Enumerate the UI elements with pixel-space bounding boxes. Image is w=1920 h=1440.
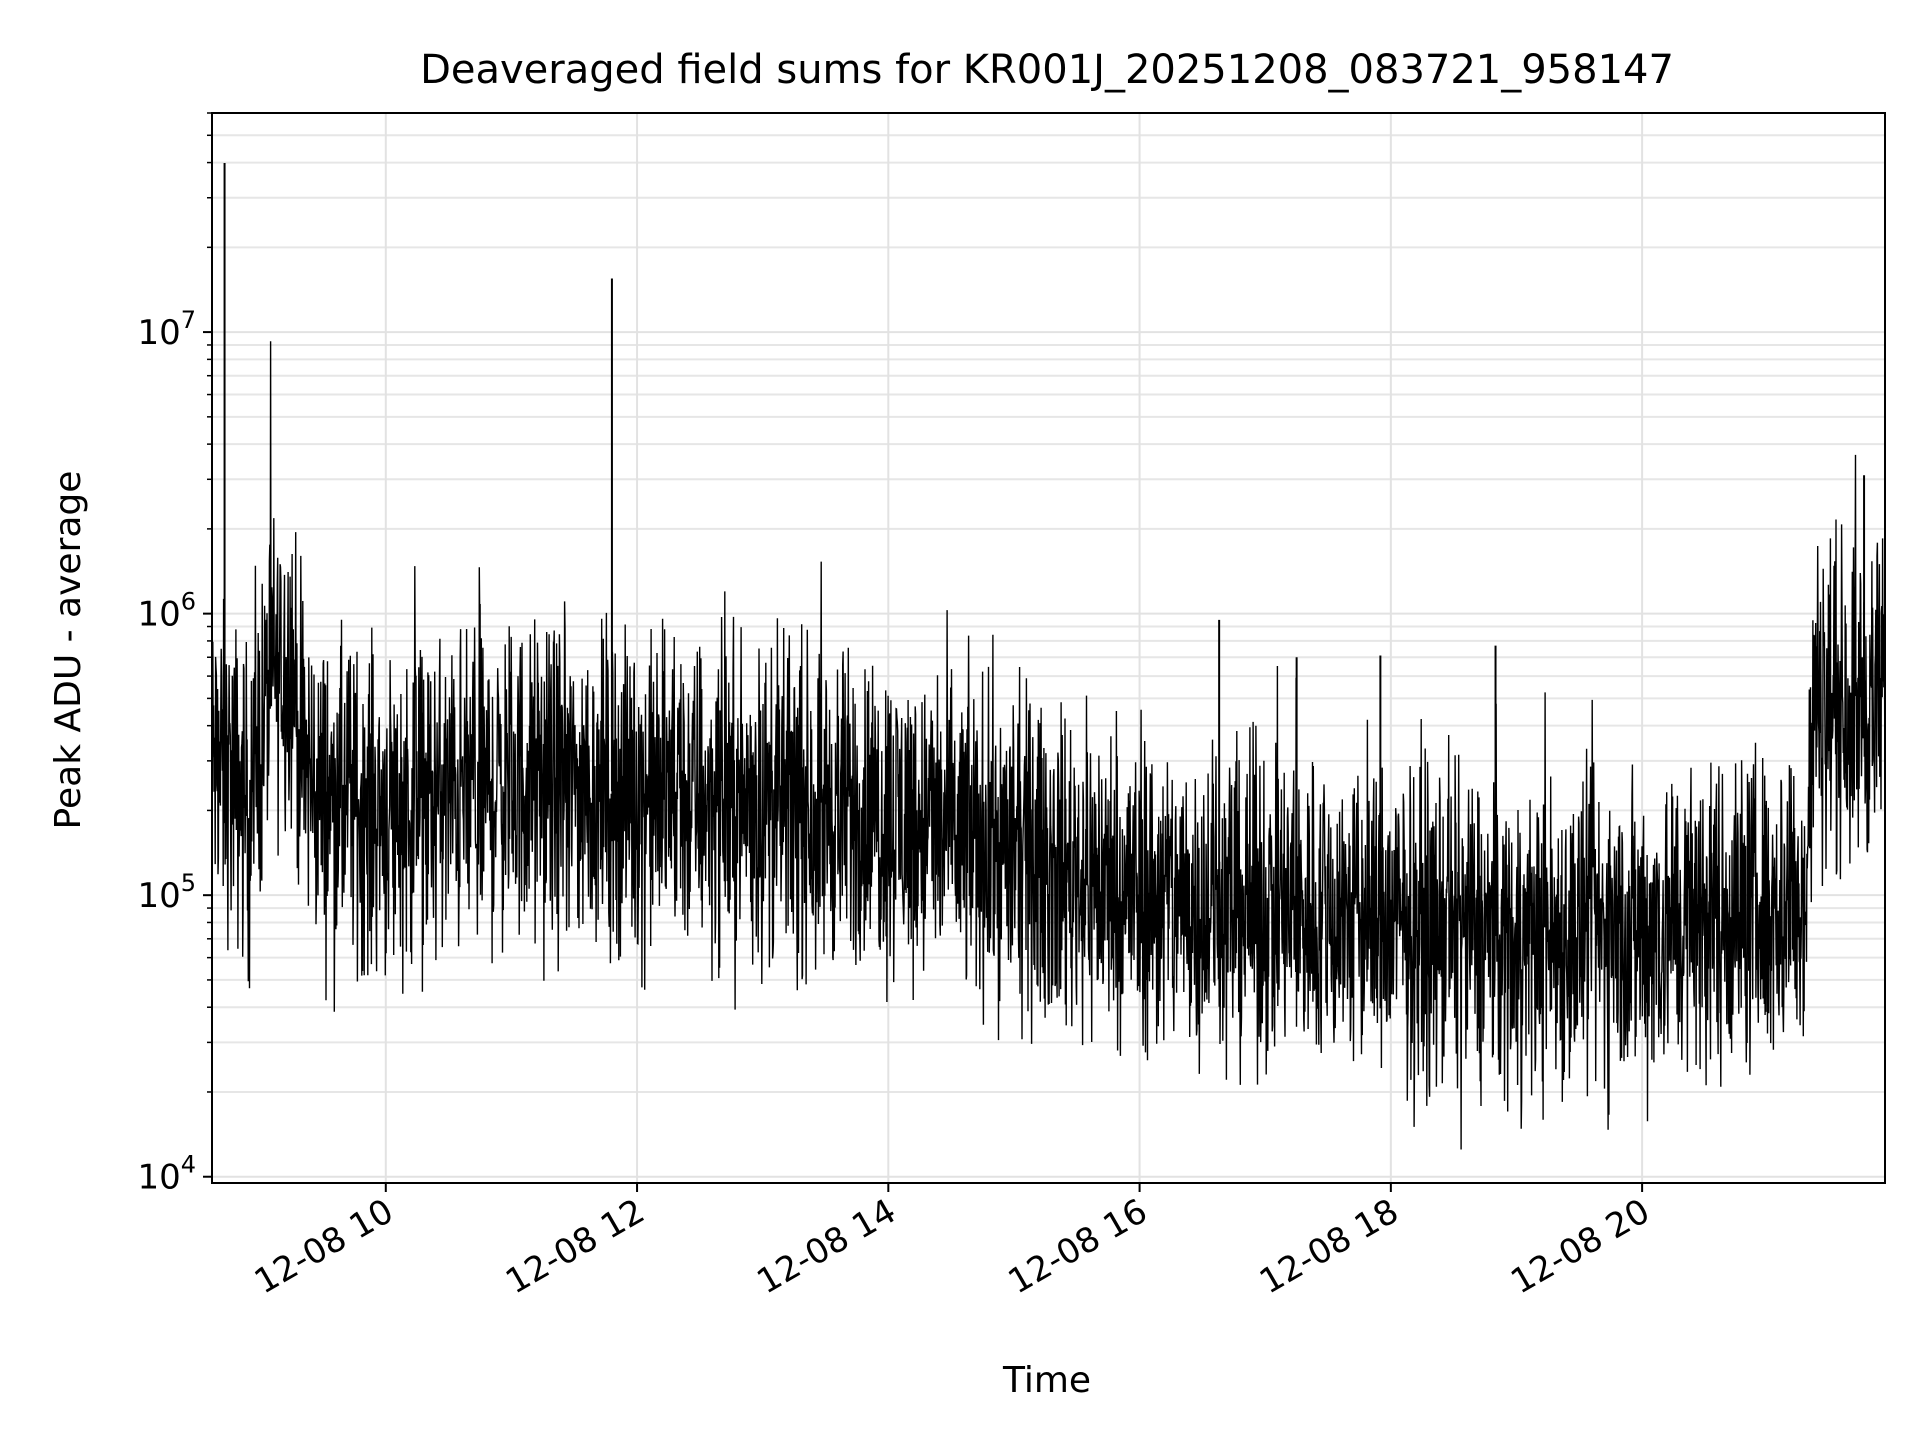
y-tick-label: 106 [137,588,196,635]
x-axis-label: Time [1002,1360,1091,1401]
y-tick-label: 105 [137,869,196,916]
y-axis-label: Peak ADU - average [48,471,89,830]
y-tick-label: 107 [137,306,196,353]
chart-title: Deaveraged field sums for KR001J_2025120… [420,47,1674,93]
series-layer [212,163,1885,1150]
series-line [212,341,1885,1150]
y-tick-label: 104 [137,1151,196,1198]
plot-frame [211,112,1886,1184]
